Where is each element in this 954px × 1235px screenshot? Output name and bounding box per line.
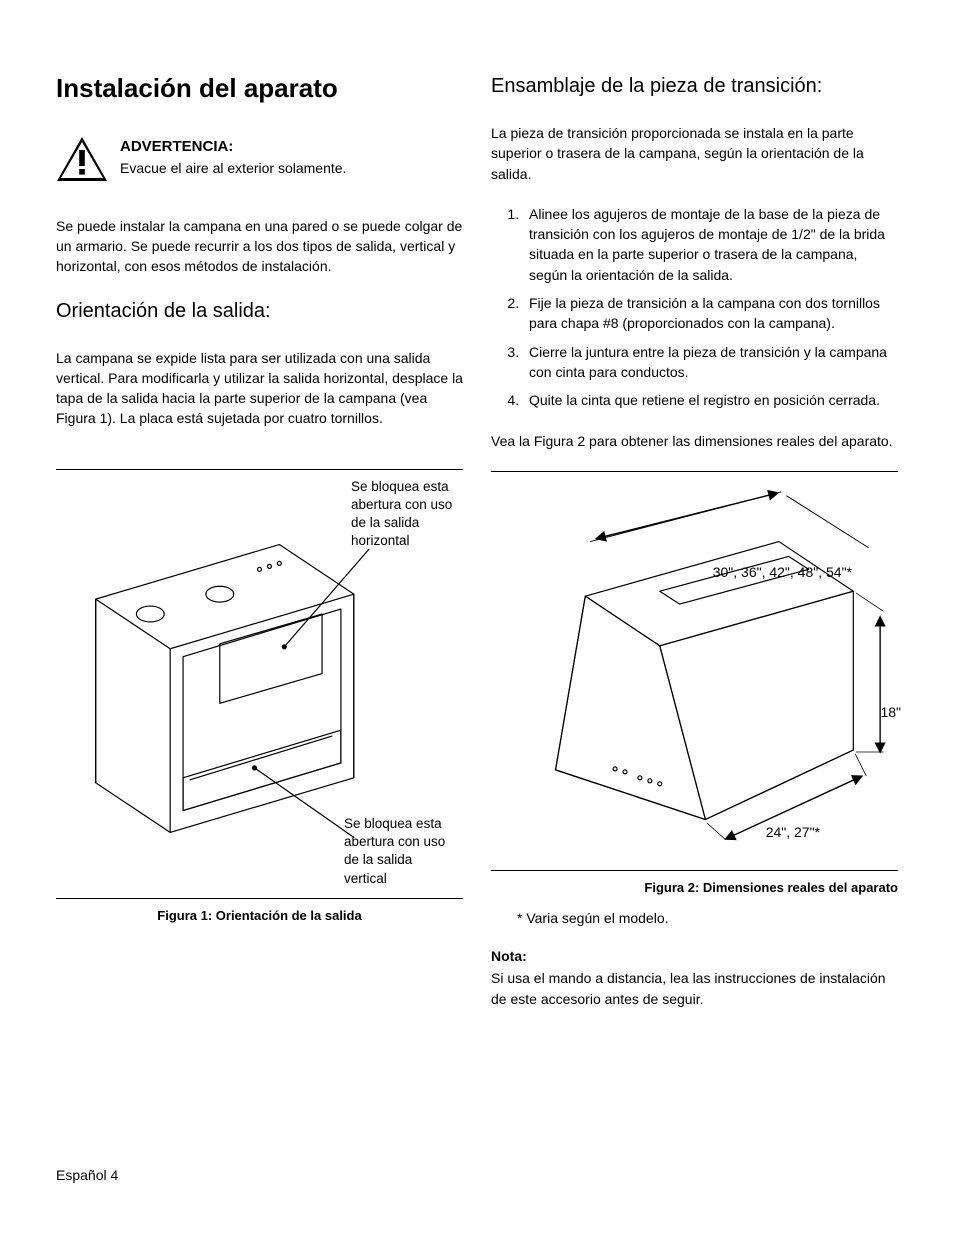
warning-icon [56, 136, 108, 182]
figure2-footnote: * Varia según el modelo. [491, 908, 898, 928]
section1-paragraph: La campana se expide lista para ser util… [56, 348, 463, 429]
figure1-caption: Figura 1: Orientación de la salida [56, 907, 463, 926]
figure2-diagram [491, 482, 898, 869]
page-footer: Español 4 [56, 1165, 118, 1185]
steps-list: Alinee los agujeros de montaje de la bas… [491, 204, 898, 411]
figure1-callout-bottom: Se bloquea esta abertura con uso de la s… [344, 815, 454, 888]
figure1-frame: Se bloquea esta abertura con uso de la s… [56, 469, 463, 899]
figure2-height-label: 18" [880, 702, 901, 722]
step-item: Cierre la juntura entre la pieza de tran… [523, 342, 898, 383]
page-title: Instalación del aparato [56, 70, 463, 108]
right-column: Ensamblaje de la pieza de transición: La… [491, 70, 898, 1009]
figure2-depth-label: 24", 27"* [766, 822, 820, 842]
warning-body: Evacue el aire al exterior solamente. [120, 158, 346, 178]
step-item: Fije la pieza de transición a la campana… [523, 293, 898, 334]
section1-heading: Orientación de la salida: [56, 297, 463, 326]
figure2-caption: Figura 2: Dimensiones reales del aparato [491, 879, 898, 898]
section2-intro: La pieza de transición proporcionada se … [491, 123, 898, 184]
note-text: Si usa el mando a distancia, lea las ins… [491, 968, 898, 1009]
warning-block: ADVERTENCIA: Evacue el aire al exterior … [56, 136, 463, 182]
section2-outro: Vea la Figura 2 para obtener las dimensi… [491, 431, 898, 451]
intro-paragraph: Se puede instalar la campana en una pare… [56, 216, 463, 277]
step-item: Quite la cinta que retiene el registro e… [523, 390, 898, 410]
warning-text: ADVERTENCIA: Evacue el aire al exterior … [120, 136, 346, 179]
step-item: Alinee los agujeros de montaje de la bas… [523, 204, 898, 285]
section2-heading: Ensamblaje de la pieza de transición: [491, 72, 898, 101]
figure2-frame: 30", 36", 42", 48", 54"* 18" 24", 27"* [491, 471, 898, 871]
figure1-callout-top: Se bloquea esta abertura con uso de la s… [351, 478, 461, 551]
left-column: Instalación del aparato ADVERTENCIA: Eva… [56, 70, 463, 1009]
note-label: Nota: [491, 946, 898, 966]
figure2-width-label: 30", 36", 42", 48", 54"* [713, 562, 852, 582]
warning-heading: ADVERTENCIA: [120, 136, 346, 158]
